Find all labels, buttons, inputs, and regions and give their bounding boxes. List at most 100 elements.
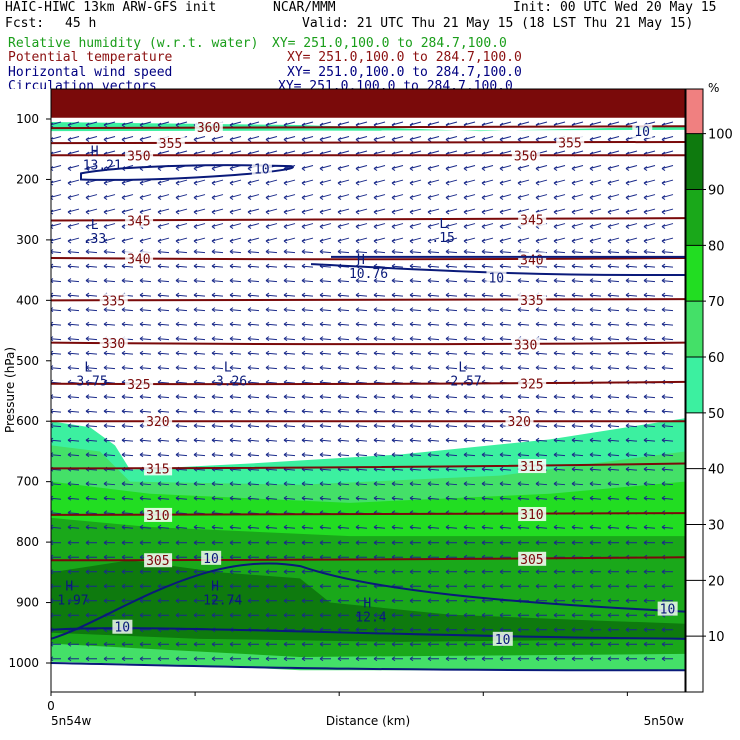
wind-vector-arrow xyxy=(103,495,116,501)
wind-vector-arrow xyxy=(553,408,566,414)
wind-vector-arrow xyxy=(463,540,475,546)
wind-vector-arrow xyxy=(301,263,314,269)
wind-vector-arrow xyxy=(643,263,656,269)
wind-vector-arrow xyxy=(661,423,674,429)
wind-vector-arrow xyxy=(535,481,548,487)
wind-vector-arrow xyxy=(121,540,133,546)
wind-vector-arrow xyxy=(535,524,548,530)
wind-vector-arrow xyxy=(373,237,386,244)
wind-vector-arrow xyxy=(103,598,115,604)
wind-vector-arrow xyxy=(553,583,565,589)
wind-vector-arrow xyxy=(481,540,493,546)
wind-vector-arrow xyxy=(67,136,80,142)
wind-vector-arrow xyxy=(67,540,79,546)
wind-vector-arrow xyxy=(319,237,332,244)
wind-vector-arrow xyxy=(517,583,529,589)
wind-vector-arrow xyxy=(229,278,242,284)
wind-vector-arrow xyxy=(283,321,296,327)
wind-vector-arrow xyxy=(553,179,566,186)
wind-vector-arrow xyxy=(103,481,116,487)
wind-vector-arrow xyxy=(67,641,79,647)
wind-vector-arrow xyxy=(409,336,422,342)
wind-vector-arrow xyxy=(121,437,134,443)
wind-vector-arrow xyxy=(193,452,206,458)
wind-vector-arrow xyxy=(211,423,224,429)
colorbar-band-100 xyxy=(686,89,703,134)
wind-vector-arrow xyxy=(607,336,620,342)
wind-vector-arrow xyxy=(607,641,619,647)
wind-vector-arrow xyxy=(121,394,134,400)
wind-vector-arrow xyxy=(589,350,602,356)
wind-vector-arrow xyxy=(643,423,656,429)
wind-vector-arrow xyxy=(319,656,331,662)
wind-vector-arrow xyxy=(51,307,62,313)
wind-vector-arrow xyxy=(499,656,511,662)
wind-vector-arrow xyxy=(301,179,314,186)
field-wind-name: Horizontal wind speed xyxy=(8,65,173,80)
wind-contour-label: 10 xyxy=(495,633,511,648)
wind-vector-arrow xyxy=(229,481,242,487)
wind-vector-arrow xyxy=(175,437,188,443)
wind-vector-arrow xyxy=(355,524,368,530)
wind-vector-arrow xyxy=(481,437,494,443)
wind-vector-arrow xyxy=(625,656,637,662)
wind-vector-arrow xyxy=(319,612,331,618)
wind-vector-arrow xyxy=(121,423,134,429)
wind-vector-arrow xyxy=(157,437,170,443)
wind-vector-arrow xyxy=(409,583,421,589)
wind-vector-arrow xyxy=(229,423,242,429)
wind-vector-arrow xyxy=(301,569,313,575)
wind-vector-arrow xyxy=(643,598,655,604)
wind-vector-arrow xyxy=(283,423,296,429)
wind-vector-arrow xyxy=(499,627,511,633)
wind-vector-arrow xyxy=(625,194,638,200)
wind-vector-arrow xyxy=(481,249,494,254)
wind-vector-arrow xyxy=(301,208,314,215)
wind-vector-arrow xyxy=(103,569,115,575)
wind-vector-arrow xyxy=(427,540,439,546)
wind-vector-arrow xyxy=(571,165,584,171)
wind-vector-arrow xyxy=(391,223,404,229)
wind-vector-arrow xyxy=(337,583,349,589)
wind-vector-arrow xyxy=(355,612,367,618)
wind-vector-arrow xyxy=(625,583,637,589)
wind-vector-arrow xyxy=(319,394,332,400)
wind-vector-arrow xyxy=(571,307,584,313)
wind-vector-arrow xyxy=(445,583,457,589)
wind-vector-arrow xyxy=(139,495,152,501)
wind-vector-arrow xyxy=(229,641,241,647)
wind-vector-arrow xyxy=(553,524,566,530)
wind-vector-arrow xyxy=(391,365,404,371)
wind-vector-arrow xyxy=(661,437,674,443)
wind-vector-arrow xyxy=(247,292,260,298)
wind-vector-arrow xyxy=(229,136,242,142)
wind-vector-arrow xyxy=(553,612,565,618)
wind-vector-arrow xyxy=(589,249,602,254)
field-vectors-xy: XY= 251.0,100.0 to 284.7,100.0 xyxy=(278,80,513,89)
wind-vector-arrow xyxy=(409,237,422,244)
wind-vector-arrow xyxy=(409,481,422,487)
wind-speed-contour-2 xyxy=(310,263,685,277)
wind-vector-arrow xyxy=(517,656,529,662)
wind-vector-arrow xyxy=(661,481,674,487)
wind-vector-arrow xyxy=(499,408,512,414)
y-tick-label-700: 700 xyxy=(16,475,39,489)
wind-vector-arrow xyxy=(661,350,674,356)
extremum-symbol-H: H xyxy=(65,579,73,594)
wind-vector-arrow xyxy=(247,223,260,229)
wind-vector-arrow xyxy=(445,540,457,546)
wind-vector-arrow xyxy=(535,307,548,313)
theta-label-315: 315 xyxy=(520,460,543,475)
wind-vector-arrow xyxy=(463,598,475,604)
wind-vector-arrow xyxy=(121,524,134,530)
wind-vector-arrow xyxy=(643,408,656,414)
wind-vector-arrow xyxy=(463,292,476,298)
wind-vector-arrow xyxy=(373,194,386,200)
wind-vector-arrow xyxy=(643,524,656,530)
wind-vector-arrow xyxy=(211,165,224,171)
wind-vector-arrow xyxy=(589,598,601,604)
wind-vector-arrow xyxy=(373,452,386,458)
wind-vector-arrow xyxy=(229,350,242,356)
wind-vector-arrow xyxy=(319,524,332,530)
theta-label-340: 340 xyxy=(520,253,543,268)
